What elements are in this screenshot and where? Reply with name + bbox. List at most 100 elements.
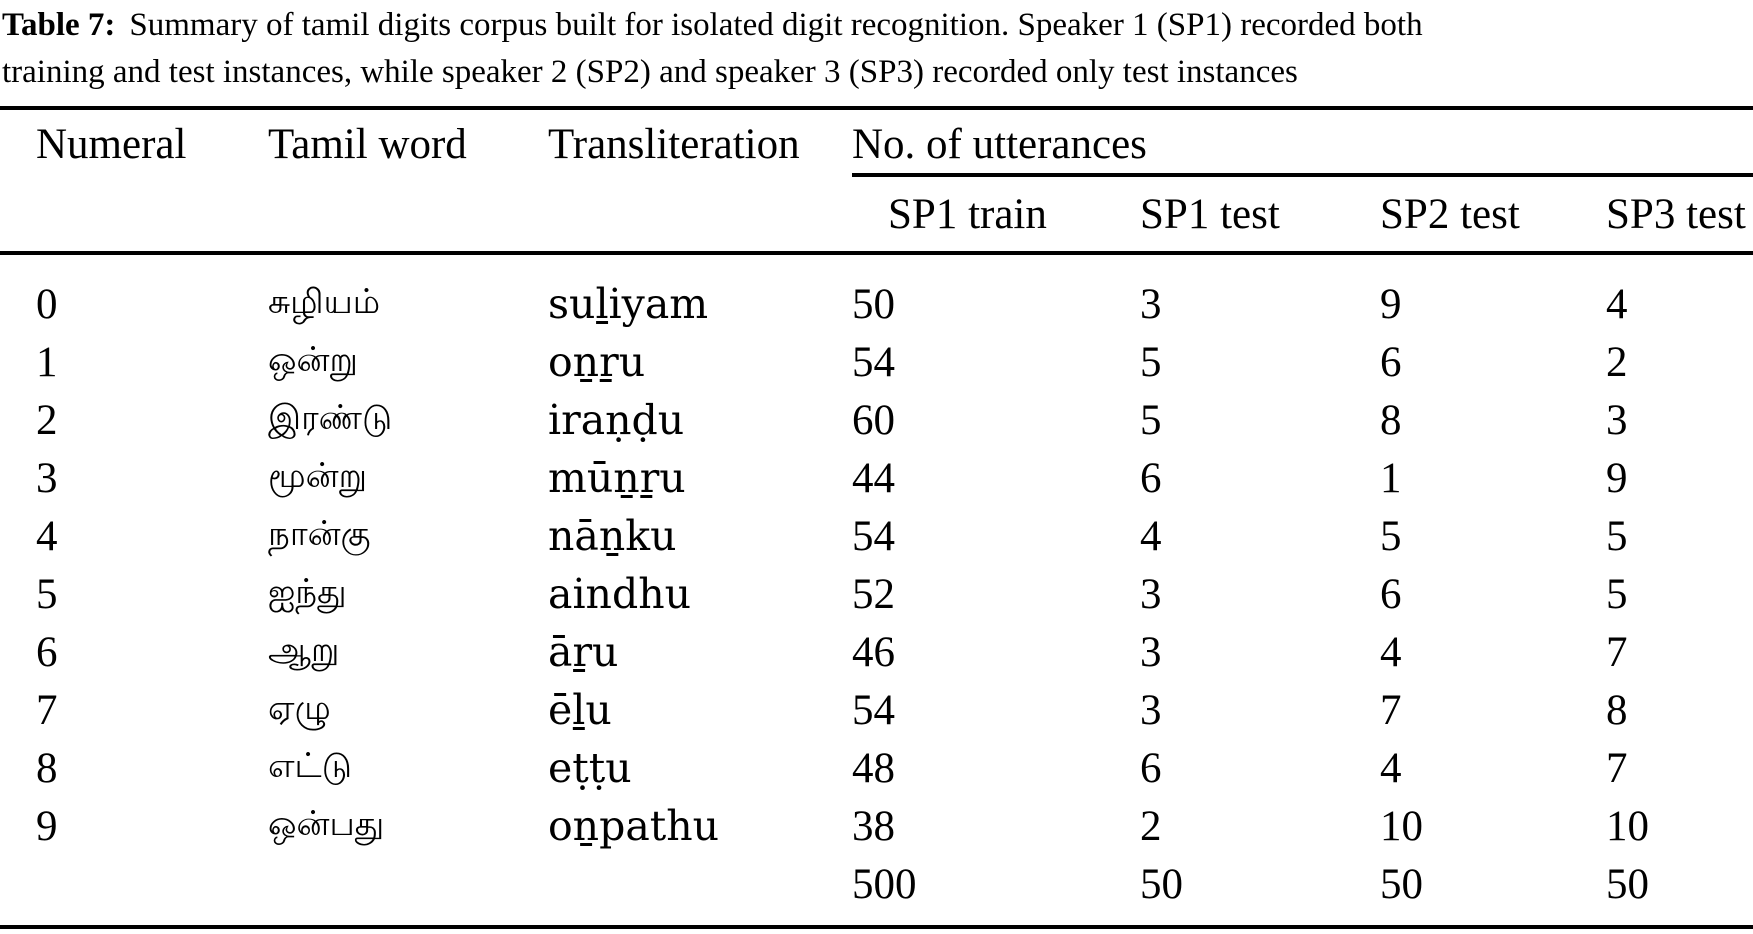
sp2-test-cell: 4 <box>1380 628 1402 676</box>
sp2-test-cell: 6 <box>1380 338 1402 386</box>
numeral-cell: 6 <box>36 628 58 676</box>
sp2-test-cell: 6 <box>1380 570 1402 618</box>
table-row: 6 ஆறு āṟu 46 3 4 7 <box>0 623 1753 681</box>
header-row-2: SP1 train SP1 test SP2 test SP3 test <box>0 175 1753 253</box>
tamil-word-cell: நான்கு <box>268 514 371 554</box>
sp3-test-cell: 5 <box>1606 512 1628 560</box>
sp1-train-cell: 54 <box>852 512 895 560</box>
transliteration-cell: ēḻu <box>548 686 612 734</box>
totals-row: 500 50 50 50 <box>0 855 1753 927</box>
table-body: 0 சுழியம் suḻiyam 50 3 9 4 1 ஒன்று oṉṟu … <box>0 253 1753 927</box>
sp1-test-cell: 3 <box>1140 280 1162 328</box>
numeral-cell: 1 <box>36 338 58 386</box>
total-sp3-test-cell: 50 <box>1606 860 1649 908</box>
sp3-test-cell: 5 <box>1606 570 1628 618</box>
sp1-train-cell: 54 <box>852 686 895 734</box>
table-row: 5 ஐந்து aindhu 52 3 6 5 <box>0 565 1753 623</box>
sp1-train-cell: 38 <box>852 802 895 850</box>
transliteration-cell: aindhu <box>548 570 692 618</box>
total-sp2-test-cell: 50 <box>1380 860 1423 908</box>
sp1-train-cell: 46 <box>852 628 895 676</box>
caption-line2: training and test instances, while speak… <box>2 54 1298 90</box>
table-row: 2 இரண்டு iraṇḍu 60 5 8 3 <box>0 391 1753 449</box>
table-header: Numeral Tamil word Transliteration No. o… <box>0 108 1753 253</box>
col-header-sp2-test: SP2 test <box>1380 190 1520 238</box>
sp2-test-cell: 10 <box>1380 802 1423 850</box>
numeral-cell: 8 <box>36 744 58 792</box>
col-header-numeral: Numeral <box>36 121 187 168</box>
total-sp1-test-cell: 50 <box>1140 860 1183 908</box>
sp3-test-cell: 2 <box>1606 338 1628 386</box>
sp1-test-cell: 4 <box>1140 512 1162 560</box>
transliteration-cell: āṟu <box>548 628 619 676</box>
sp2-test-cell: 1 <box>1380 454 1402 502</box>
numeral-cell: 7 <box>36 686 58 734</box>
sp2-test-cell: 7 <box>1380 686 1402 734</box>
transliteration-cell: mūṉṟu <box>548 454 686 502</box>
sp3-test-cell: 7 <box>1606 744 1628 792</box>
sp1-train-cell: 48 <box>852 744 895 792</box>
digits-corpus-table: Numeral Tamil word Transliteration No. o… <box>0 106 1753 929</box>
sp1-test-cell: 5 <box>1140 396 1162 444</box>
tamil-word-cell: ஏழு <box>268 688 331 728</box>
sp1-test-cell: 5 <box>1140 338 1162 386</box>
sp1-test-cell: 6 <box>1140 454 1162 502</box>
numeral-cell: 0 <box>36 280 58 328</box>
transliteration-cell: iraṇḍu <box>548 396 685 444</box>
sp1-test-cell: 6 <box>1140 744 1162 792</box>
transliteration-cell: oṉpathu <box>548 802 720 850</box>
sp2-test-cell: 5 <box>1380 512 1402 560</box>
numeral-cell: 4 <box>36 512 58 560</box>
sp3-test-cell: 9 <box>1606 454 1628 502</box>
sp1-train-cell: 44 <box>852 454 895 502</box>
table-row: 8 எட்டு eṭṭu 48 6 4 7 <box>0 739 1753 797</box>
col-header-sp1-test: SP1 test <box>1140 190 1280 238</box>
sp1-test-cell: 3 <box>1140 628 1162 676</box>
transliteration-cell: nāṉku <box>548 512 677 560</box>
tamil-word-cell: ஒன்று <box>268 340 358 380</box>
tamil-word-cell: எட்டு <box>268 746 352 786</box>
tamil-word-cell: சுழியம் <box>268 282 381 322</box>
table-row: 3 மூன்று mūṉṟu 44 6 1 9 <box>0 449 1753 507</box>
tamil-word-cell: இரண்டு <box>268 398 393 438</box>
table-caption: Table 7: Summary of tamil digits corpus b… <box>2 2 1753 96</box>
sp1-train-cell: 60 <box>852 396 895 444</box>
caption-label: Table 7: <box>2 7 116 43</box>
sp2-test-cell: 8 <box>1380 396 1402 444</box>
sp1-train-cell: 52 <box>852 570 895 618</box>
numeral-cell <box>0 855 266 927</box>
transliteration-cell: eṭṭu <box>548 744 632 792</box>
sp1-test-cell: 3 <box>1140 686 1162 734</box>
sp1-test-cell: 2 <box>1140 802 1162 850</box>
col-header-tamil-word: Tamil word <box>268 121 467 168</box>
tamil-word-cell: மூன்று <box>268 456 368 496</box>
transliteration-cell: oṉṟu <box>548 338 646 386</box>
sp3-test-cell: 3 <box>1606 396 1628 444</box>
sp3-test-cell: 7 <box>1606 628 1628 676</box>
transliteration-cell <box>548 855 852 927</box>
col-group-header-utterances: No. of utterances <box>852 108 1753 177</box>
caption-line1: Summary of tamil digits corpus built for… <box>129 7 1423 43</box>
table-row: 7 ஏழு ēḻu 54 3 7 8 <box>0 681 1753 739</box>
sp1-test-cell: 3 <box>1140 570 1162 618</box>
tamil-word-cell <box>266 855 548 927</box>
table-row: 1 ஒன்று oṉṟu 54 5 6 2 <box>0 333 1753 391</box>
table-row: 9 ஒன்பது oṉpathu 38 2 10 10 <box>0 797 1753 855</box>
tamil-word-cell: ஐந்து <box>268 572 347 612</box>
sp2-test-cell: 4 <box>1380 744 1402 792</box>
sp2-test-cell: 9 <box>1380 280 1402 328</box>
sp1-train-cell: 54 <box>852 338 895 386</box>
numeral-cell: 3 <box>36 454 58 502</box>
tamil-word-cell: ஒன்பது <box>268 804 385 844</box>
table-row: 0 சுழியம் suḻiyam 50 3 9 4 <box>0 253 1753 333</box>
total-sp1-train-cell: 500 <box>852 860 917 908</box>
sp3-test-cell: 8 <box>1606 686 1628 734</box>
table-row: 4 நான்கு nāṉku 54 4 5 5 <box>0 507 1753 565</box>
sp3-test-cell: 4 <box>1606 280 1628 328</box>
tamil-word-cell: ஆறு <box>268 630 340 670</box>
header-row-1: Numeral Tamil word Transliteration No. o… <box>0 108 1753 177</box>
col-header-sp1-train: SP1 train <box>888 190 1047 238</box>
numeral-cell: 9 <box>36 802 58 850</box>
col-header-transliteration: Transliteration <box>548 121 800 168</box>
